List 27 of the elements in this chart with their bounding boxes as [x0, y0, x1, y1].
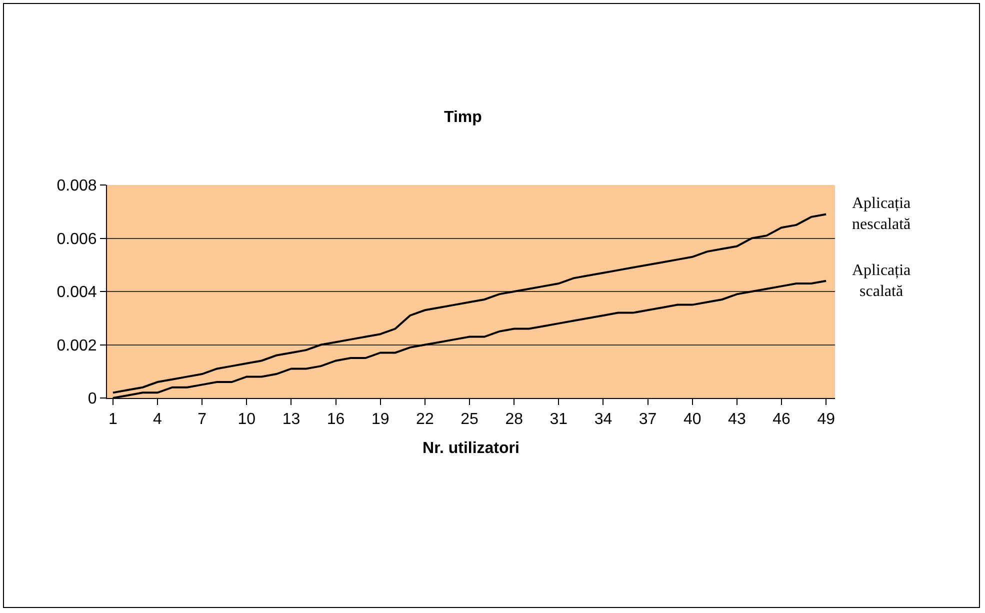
- y-tick-label: 0: [88, 390, 97, 408]
- y-tick-label: 0.002: [56, 337, 97, 354]
- x-tick-label: 16: [326, 411, 345, 428]
- x-tick-label: 31: [550, 411, 568, 428]
- x-tick-label: 28: [505, 411, 524, 428]
- y-tick-label: 0.006: [56, 230, 97, 248]
- x-tick-label: 13: [282, 411, 300, 428]
- y-tick-label: 0.008: [56, 178, 97, 195]
- x-tick-label: 22: [416, 411, 434, 428]
- x-tick-label: 4: [153, 411, 162, 428]
- x-tick-label: 1: [108, 411, 118, 428]
- x-tick-label: 46: [772, 411, 791, 428]
- series-label: Aplicația scalată: [852, 262, 911, 300]
- chart-title: Timp: [444, 109, 482, 126]
- y-tick-label: 0.004: [56, 284, 97, 302]
- x-tick-label: 37: [638, 411, 657, 428]
- series-label: Aplicația nescalată: [852, 195, 911, 233]
- x-tick-label: 7: [198, 411, 207, 428]
- x-tick-label: 43: [728, 411, 746, 428]
- x-axis-title: Nr. utilizatori: [422, 440, 520, 457]
- x-tick-label: 40: [683, 411, 702, 428]
- x-tick-label: 19: [371, 411, 390, 428]
- x-tick-label: 49: [817, 411, 836, 428]
- x-tick-label: 10: [238, 411, 256, 428]
- x-tick-label: 25: [460, 411, 479, 428]
- x-tick-label: 34: [594, 411, 612, 428]
- line-series: [112, 213, 828, 394]
